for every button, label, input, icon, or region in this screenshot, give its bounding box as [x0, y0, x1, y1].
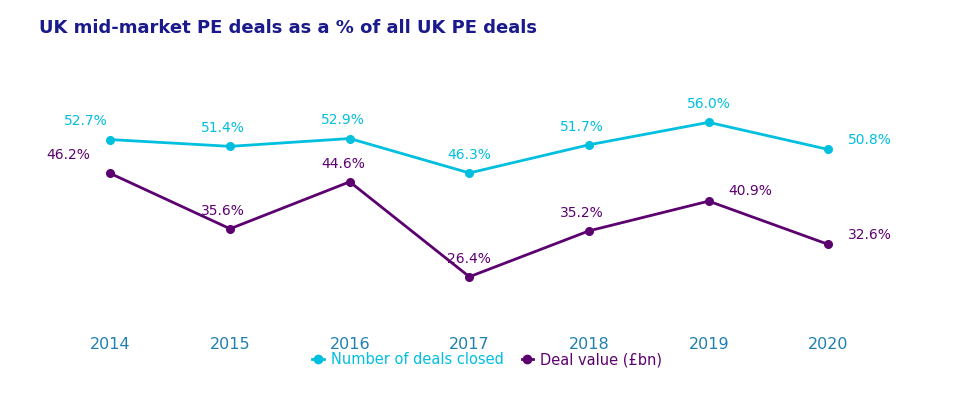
Deal value (£bn) — [104, 171, 116, 176]
Text: 50.8%: 50.8% — [848, 133, 892, 147]
Text: 52.9%: 52.9% — [320, 113, 365, 127]
Deal value (£bn) — [463, 274, 475, 279]
Line: Number of deals closed: Number of deals closed — [106, 118, 832, 177]
Text: 51.7%: 51.7% — [560, 120, 604, 134]
Number of deals closed — [703, 120, 714, 125]
Deal value (£bn) — [703, 199, 714, 203]
Text: 44.6%: 44.6% — [320, 157, 365, 171]
Number of deals closed — [224, 144, 235, 149]
Text: 46.2%: 46.2% — [46, 148, 91, 162]
Text: 32.6%: 32.6% — [848, 228, 892, 242]
Number of deals closed — [463, 171, 475, 175]
Text: 51.4%: 51.4% — [201, 121, 245, 135]
Number of deals closed — [104, 137, 116, 142]
Text: 40.9%: 40.9% — [729, 185, 772, 199]
Deal value (£bn) — [344, 179, 355, 184]
Number of deals closed — [344, 136, 355, 141]
Text: 56.0%: 56.0% — [687, 97, 731, 111]
Text: 52.7%: 52.7% — [64, 114, 107, 129]
Number of deals closed — [822, 147, 834, 152]
Deal value (£bn) — [583, 229, 594, 233]
Text: UK mid-market PE deals as a % of all UK PE deals: UK mid-market PE deals as a % of all UK … — [39, 18, 537, 37]
Text: 26.4%: 26.4% — [448, 252, 491, 266]
Deal value (£bn) — [822, 242, 834, 247]
Line: Deal value (£bn): Deal value (£bn) — [106, 170, 832, 281]
Text: 46.3%: 46.3% — [448, 148, 491, 162]
Text: 35.6%: 35.6% — [201, 204, 245, 218]
Text: 35.2%: 35.2% — [561, 206, 604, 220]
Deal value (£bn) — [224, 226, 235, 231]
Legend: Number of deals closed, Deal value (£bn): Number of deals closed, Deal value (£bn) — [306, 346, 669, 373]
Number of deals closed — [583, 142, 594, 147]
